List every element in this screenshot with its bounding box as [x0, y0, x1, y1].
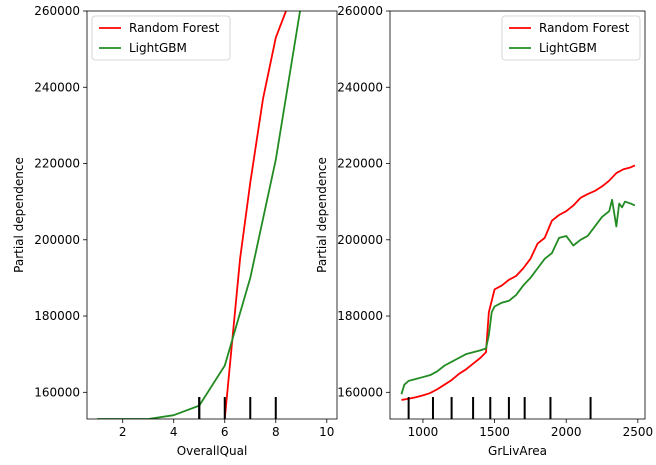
legend: Random Forest LightGBM: [91, 15, 231, 61]
x-tick-label: 2000: [551, 425, 582, 439]
legend-entry: Random Forest: [129, 21, 220, 35]
x-tick-label: 4: [170, 425, 178, 439]
x-tick-label: 10: [319, 425, 334, 439]
y-tick-label: 180000: [34, 309, 80, 323]
overallqual-pdp-panel: 2 4 6 8 10 160000 180000 200000 220000 240000 2600…: [12, 4, 338, 458]
y-tick-label: 180000: [337, 309, 383, 323]
y-tick-label: 160000: [34, 385, 80, 399]
x-tick-label: 2500: [623, 425, 654, 439]
x-tick-label: 2: [119, 425, 127, 439]
x-tick-label: 6: [221, 425, 229, 439]
x-tick-label: 8: [272, 425, 280, 439]
y-tick-label: 220000: [337, 157, 383, 171]
x-tick-label: 1500: [479, 425, 510, 439]
y-tick-label: 200000: [337, 233, 383, 247]
legend-entry: LightGBM: [129, 41, 187, 55]
y-tick-label: 260000: [34, 4, 80, 18]
y-tick-label: 240000: [337, 80, 383, 94]
y-tick-label: 220000: [34, 157, 80, 171]
y-axis-label: Partial dependence: [12, 157, 26, 273]
legend-entry: LightGBM: [539, 41, 597, 55]
legend-box: [501, 15, 641, 61]
x-axis-label: OverallQual: [177, 444, 248, 458]
random-forest-line: [401, 164, 636, 401]
y-tick-label: 200000: [34, 233, 80, 247]
y-tick-label: 260000: [337, 4, 383, 18]
axes-frame: [389, 10, 646, 420]
grlivarea-pdp-panel: 1000 1500 2000 2500 160000 180000 200000 220000…: [315, 4, 653, 458]
legend-entry: Random Forest: [539, 21, 630, 35]
legend: Random Forest LightGBM: [501, 15, 641, 61]
y-axis-label: Partial dependence: [315, 157, 329, 273]
x-axis-label: GrLivArea: [488, 444, 547, 458]
random-forest-line: [223, 11, 287, 419]
legend-box: [91, 15, 231, 61]
y-tick-label: 160000: [337, 385, 383, 399]
x-tick-label: 1000: [408, 425, 439, 439]
lightgbm-line: [400, 198, 636, 395]
y-tick-label: 240000: [34, 80, 80, 94]
axes-frame: [86, 10, 338, 420]
